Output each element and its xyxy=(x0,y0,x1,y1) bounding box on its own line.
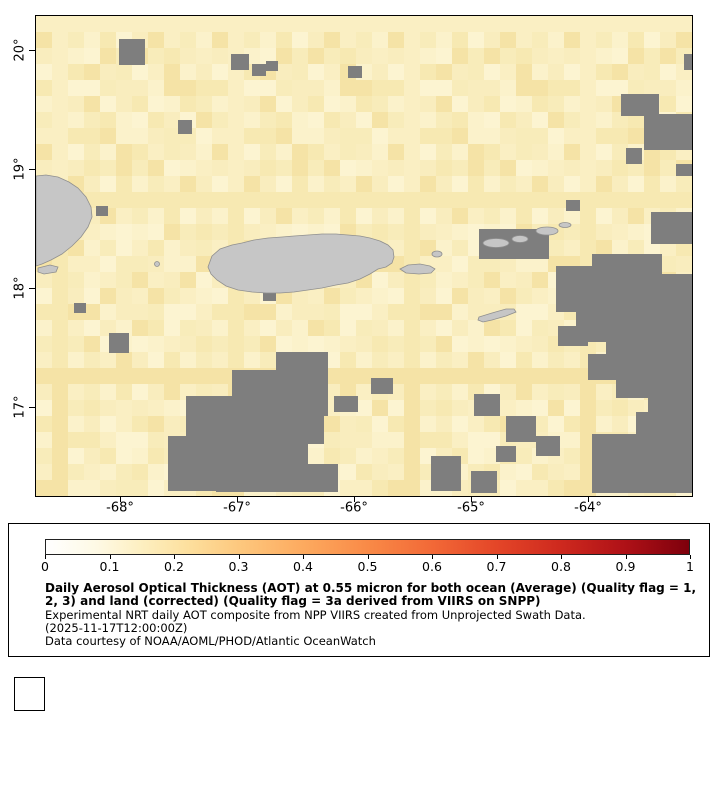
colorbar-tick-label: 0.8 xyxy=(551,559,571,574)
x-axis-label: -65° xyxy=(457,500,485,516)
colorbar-tick-label: 0.4 xyxy=(293,559,313,574)
colorbar-tick xyxy=(174,555,175,559)
legend-caption: Daily Aerosol Optical Thickness (AOT) at… xyxy=(45,581,697,648)
missing-data-patch xyxy=(266,61,278,71)
missing-data-patch xyxy=(298,464,338,492)
missing-data-patch xyxy=(651,212,692,244)
colorbar-tick-label: 0.2 xyxy=(164,559,184,574)
x-axis-label: -66° xyxy=(340,500,368,516)
caption-description: Experimental NRT daily AOT composite fro… xyxy=(45,607,586,622)
y-axis-tick xyxy=(29,407,35,408)
missing-data-patch xyxy=(119,39,145,65)
missing-data-patch xyxy=(558,326,588,346)
missing-data-patch xyxy=(644,114,692,150)
colorbar-tick xyxy=(45,555,46,559)
missing-data-patch xyxy=(109,333,129,353)
colorbar-tick xyxy=(690,555,691,559)
colorbar-tick xyxy=(432,555,433,559)
colorbar-tick xyxy=(303,555,304,559)
x-axis-tick xyxy=(237,496,238,502)
colorbar-tick-label: 0.1 xyxy=(99,559,120,574)
missing-data-patch xyxy=(684,54,692,70)
culebra-island xyxy=(431,250,443,258)
st-thomas-island xyxy=(482,238,510,248)
logo-placeholder-box xyxy=(14,677,45,711)
missing-data-patch xyxy=(471,471,497,493)
puerto-rico xyxy=(207,233,395,294)
colorbar-tick xyxy=(496,555,498,559)
y-axis-label: 18° xyxy=(12,276,28,300)
missing-data-patch xyxy=(348,66,362,78)
missing-data-patch xyxy=(506,416,536,442)
missing-data-patch xyxy=(566,200,580,211)
missing-data-patch xyxy=(216,446,308,492)
missing-data-patch xyxy=(74,303,86,313)
missing-data-patch xyxy=(371,378,393,394)
landmasses xyxy=(36,174,572,323)
missing-data-patch xyxy=(263,292,276,301)
missing-data-patch xyxy=(676,164,692,176)
x-axis-label: -68° xyxy=(106,500,134,516)
colorbar-tick-label: 0.7 xyxy=(486,559,507,574)
mona-island xyxy=(154,261,160,267)
missing-data-patch xyxy=(636,412,692,452)
colorbar-tick xyxy=(367,555,369,559)
colorbar-tick xyxy=(561,555,562,559)
vieques-island xyxy=(399,263,436,275)
missing-data-patch xyxy=(536,436,560,456)
y-axis-tick xyxy=(29,288,35,289)
x-axis-tick xyxy=(588,496,589,502)
st-croix-island xyxy=(477,308,517,323)
saona-islet xyxy=(37,264,59,275)
missing-data-patch xyxy=(431,456,461,491)
y-axis-tick xyxy=(29,169,35,170)
missing-data-patch xyxy=(231,54,249,70)
caption-timestamp: (2025-11-17T12:00:00Z) xyxy=(45,620,188,635)
colorbar-tick-label: 0.9 xyxy=(615,559,636,574)
aot-colorbar xyxy=(45,539,690,555)
missing-data-patch xyxy=(474,394,500,416)
x-axis-tick xyxy=(120,496,121,502)
missing-data-patch xyxy=(626,148,642,164)
missing-data-patch xyxy=(178,120,192,134)
colorbar-tick xyxy=(238,555,240,559)
y-axis-label: 19° xyxy=(12,157,28,181)
colorbar-tick-label: 1 xyxy=(686,559,694,574)
missing-data-patch xyxy=(96,206,108,216)
map-canvas xyxy=(36,16,692,496)
colorbar-tick xyxy=(625,555,627,559)
missing-data-patch xyxy=(334,396,358,412)
colorbar-tick-label: 0 xyxy=(41,559,49,574)
x-axis-tick xyxy=(354,496,355,502)
x-axis-label: -67° xyxy=(223,500,251,516)
y-axis-tick xyxy=(29,50,35,51)
missing-data-patch xyxy=(588,354,628,380)
missing-data-patch xyxy=(621,94,659,116)
st-john-island xyxy=(511,235,529,243)
hispaniola-east-coast xyxy=(36,174,93,267)
y-axis-label: 20° xyxy=(12,38,28,62)
caption-courtesy: Data courtesy of NOAA/AOML/PHOD/Atlantic… xyxy=(45,633,376,648)
aot-map xyxy=(35,15,693,497)
y-axis-label: 17° xyxy=(12,395,28,419)
legend: 0 0.1 0.2 0.3 0.4 0.5 0.6 0.7 0.8 0.9 1 Daily Aero… xyxy=(8,523,710,657)
missing-data-patch xyxy=(252,64,266,76)
x-axis-label: -64° xyxy=(574,500,602,516)
colorbar-tick-label: 0.6 xyxy=(422,559,442,574)
missing-data-patch xyxy=(496,446,516,462)
tortola-island xyxy=(535,226,559,236)
x-axis-tick xyxy=(471,496,472,502)
colorbar-tick-label: 0.5 xyxy=(357,559,378,574)
caption-title-line1: Daily Aerosol Optical Thickness (AOT) at… xyxy=(45,581,697,595)
missing-data-overlay xyxy=(74,39,692,493)
colorbar-tick xyxy=(109,555,111,559)
caption-title-line2: 2, 3) and land (corrected) (Quality flag… xyxy=(45,594,541,609)
virgin-gorda-island xyxy=(558,222,572,228)
missing-data-patch xyxy=(282,412,324,444)
colorbar-tick-label: 0.3 xyxy=(228,559,249,574)
